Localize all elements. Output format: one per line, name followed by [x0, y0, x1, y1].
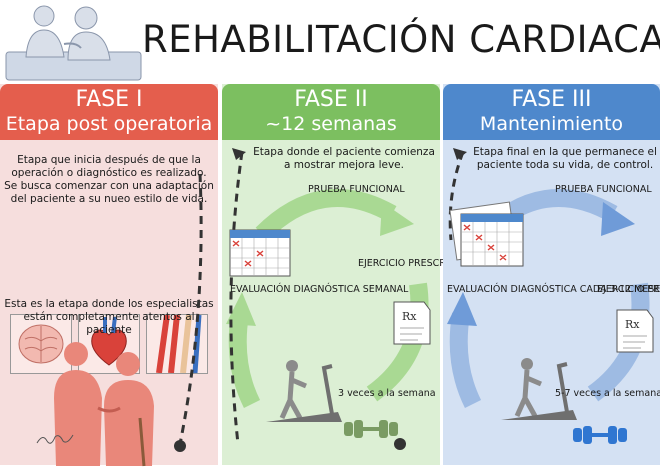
phase-3-header: FASE III Mantenimiento [443, 84, 660, 140]
phase-1-subtitle: Etapa post operatoria [5, 113, 213, 135]
dumbbell-icon-3 [573, 426, 627, 444]
phase-1-description: Etapa que inicia después de que la opera… [4, 154, 214, 205]
phase-3-frequency-label: 5-7 veces a la semana [555, 388, 660, 399]
treadmill-icon [266, 360, 342, 422]
phase-1-name: FASE I [75, 87, 143, 112]
phase-2-subtitle: ~12 semanas [265, 113, 397, 135]
phase-2-column: FASE II ~12 semanas Etapa donde el pacie… [222, 84, 462, 465]
phase-2-frequency-label: 3 veces a la semana [338, 388, 436, 399]
header-illustration [5, 5, 142, 81]
cycle-arrows [226, 189, 429, 409]
dashed-arrow-icon [229, 148, 246, 445]
signature-image [36, 434, 74, 444]
dumbbell-icon [344, 420, 398, 438]
phase-1-note: Esta es la etapa donde los especialistas… [4, 298, 214, 336]
dashed-arrow-icon-3 [448, 148, 467, 241]
phase-3-exercise-label: EJERCICIO PRESCRITO [597, 284, 660, 295]
prescription-icon-3: Rx [616, 309, 654, 353]
svg-text:Rx: Rx [402, 310, 417, 323]
progress-arrow-icon [174, 173, 203, 452]
dashed-arrow-end-icon [394, 438, 406, 450]
phase-3-column: FASE III Mantenimiento Etapa final en la… [443, 84, 660, 465]
phase-2-evaluation-label: EVALUACIÓN DIAGNÓSTICA SEMANAL [230, 284, 409, 295]
phase-3-name: FASE III [511, 87, 592, 112]
phase-2-exercise-label: EJERCICIO PRESCRITO [358, 258, 462, 269]
phase-3-description: Etapa final en la que permanece el pacie… [473, 146, 657, 171]
brain-image [10, 314, 72, 374]
phase-3-test-label: PRUEBA FUNCIONAL [555, 184, 652, 195]
phase-3-subtitle: Mantenimiento [479, 113, 624, 135]
treadmill-icon-3 [501, 358, 577, 420]
calendar-stack-icon [449, 201, 524, 267]
calendar-icon [229, 229, 291, 277]
phase-2-test-label: PRUEBA FUNCIONAL [308, 184, 405, 195]
phase-2-description: Etapa donde el paciente comienza a mostr… [253, 146, 435, 171]
vessels-image [146, 314, 208, 374]
phase-2-name: FASE II [294, 87, 368, 112]
phase-1-column: FASE I Etapa post operatoria Etapa que i… [0, 84, 218, 467]
phase-2-header: FASE II ~12 semanas [222, 84, 440, 140]
phase-3-evaluation-label: EVALUACIÓN DIAGNÓSTICA CADA 3-12 MESES [447, 284, 660, 295]
phase-1-header: FASE I Etapa post operatoria [0, 84, 218, 140]
page-title: REHABILITACIÓN CARDIACA [142, 18, 660, 61]
prescription-icon: Rx [393, 301, 431, 345]
svg-text:Rx: Rx [625, 318, 640, 331]
